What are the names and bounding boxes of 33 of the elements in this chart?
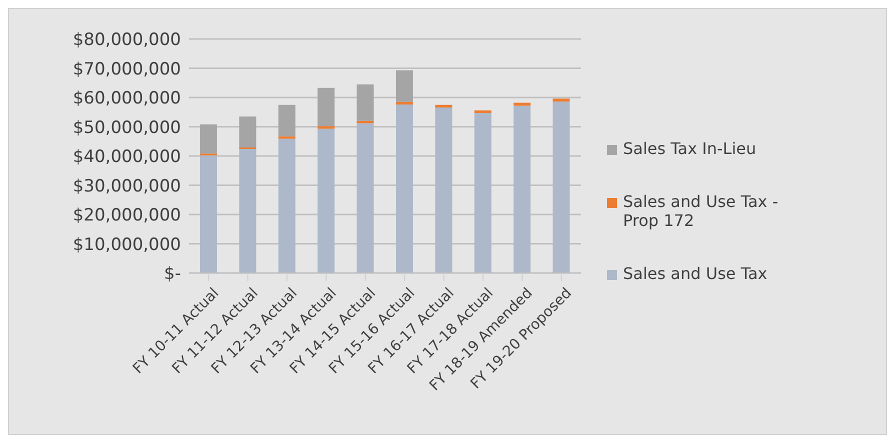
legend-label: Sales Tax In-Lieu: [623, 139, 756, 158]
bar: [318, 88, 335, 126]
bar: [356, 123, 374, 273]
y-tick-label: $60,000,000: [72, 88, 181, 109]
bar: [552, 98, 570, 102]
bar: [278, 104, 296, 136]
bar: [474, 113, 492, 273]
y-tick-label: $40,000,000: [72, 147, 181, 168]
legend-label: Sales and Use Tax: [623, 264, 768, 283]
y-tick-label: $10,000,000: [72, 234, 181, 255]
y-tick-label: $50,000,000: [72, 118, 181, 138]
bar: [200, 124, 217, 154]
bar: [278, 138, 296, 273]
bar: [435, 107, 452, 273]
bar: [514, 106, 531, 273]
bar: [396, 104, 413, 273]
bar: [356, 84, 374, 121]
y-tick-label: $30,000,000: [72, 176, 181, 196]
bar: [552, 102, 570, 273]
bar: [396, 70, 413, 102]
y-tick-label: $70,000,000: [72, 59, 181, 80]
bar: [200, 155, 217, 273]
bar: [239, 148, 256, 273]
bar: [396, 102, 413, 105]
bar: [318, 126, 335, 129]
bar: [474, 110, 492, 114]
y-tick-label: $20,000,000: [72, 206, 181, 226]
y-tick-label: $80,000,000: [72, 30, 181, 50]
bar: [318, 128, 335, 273]
bar: [435, 104, 452, 108]
y-tick-label: $-: [164, 264, 181, 284]
bar: [239, 116, 256, 148]
legend-label: Sales and Use Tax - Prop 172: [623, 192, 780, 230]
